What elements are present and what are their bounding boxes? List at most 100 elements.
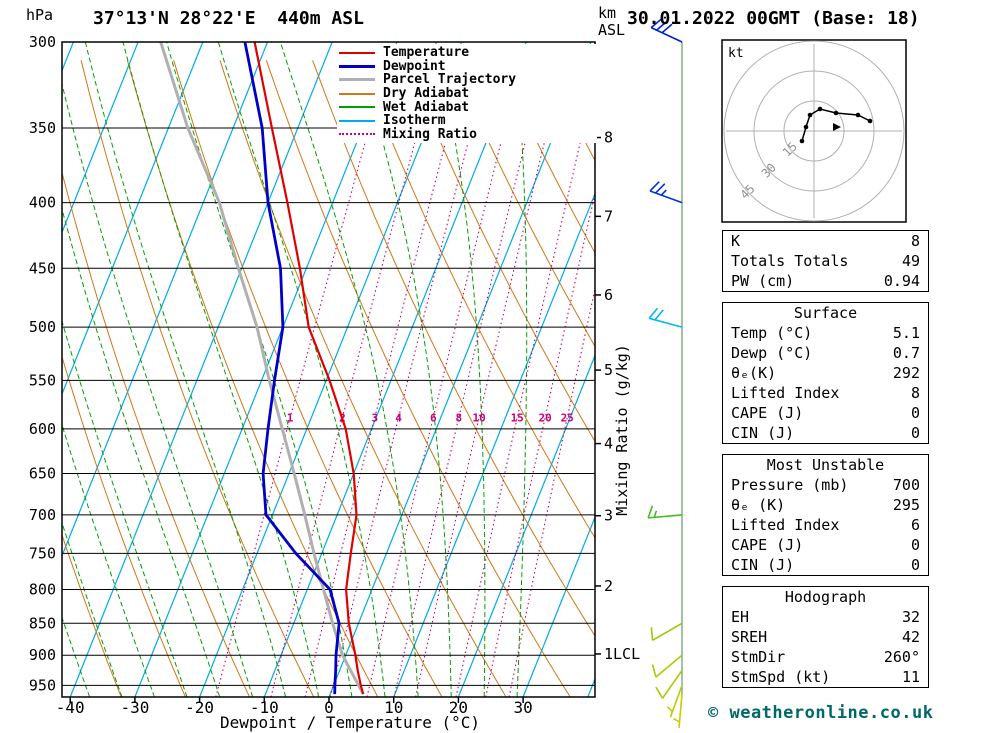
dry-adiabat-line: [219, 60, 507, 697]
isotherm-line: [393, 192, 595, 697]
stats-row: CIN (J) 0: [723, 423, 928, 443]
wet-adiabat-line: [353, 42, 452, 697]
km-tick-label: 2: [604, 577, 613, 595]
wind-barb: [655, 670, 683, 699]
mixing-ratio-value-label: 25: [561, 412, 574, 425]
stats-row: SREH 42: [723, 627, 928, 647]
dry-adiabat-line: [62, 533, 122, 697]
wet-adiabat-line: [84, 42, 287, 697]
station-title: 37°13'N 28°22'E 440m ASL: [93, 8, 364, 29]
mixing-ratio-line: [415, 60, 565, 697]
stats-label: Lifted Index: [731, 384, 840, 402]
stats-value: 0: [910, 556, 920, 574]
stats-tables: K 8 Totals Totals 49 PW (cm) 0.94 Surface Temp …: [722, 230, 929, 688]
mixing-ratio-value-label: 3: [371, 412, 378, 425]
isotherm-line: [328, 42, 592, 697]
dry-adiabat-line: [62, 170, 250, 697]
km-tick-label: 1LCL: [604, 645, 640, 663]
stats-label: StmSpd (kt): [731, 668, 831, 686]
dry-adiabat-line: [404, 60, 595, 443]
x-axis-title: Dewpoint / Temperature (°C): [219, 713, 481, 732]
wet-adiabat-line: [62, 616, 91, 697]
wind-barb: [650, 18, 683, 43]
footer-credit: © weatheronline.co.uk: [708, 703, 934, 723]
dry-adiabat-line: [451, 60, 595, 348]
wet-adiabat-line: [62, 319, 188, 697]
mixing-ratio-line: [304, 60, 468, 697]
legend-item: Dry Adiabat: [339, 87, 597, 101]
legend-item-label: Dry Adiabat: [383, 86, 470, 102]
temp-tick-label: 0: [324, 698, 334, 717]
legend-item: Wet Adiabat: [339, 100, 597, 114]
dry-adiabat-line: [80, 60, 315, 697]
pressure-tick-label: 750: [29, 544, 56, 562]
pressure-tick-label: 900: [29, 646, 56, 664]
stats-row: PW (cm) 0.94: [723, 271, 928, 291]
pressure-tick-label: 500: [29, 318, 56, 336]
legend-line-sample: [339, 78, 375, 82]
wet-adiabat-line: [62, 423, 155, 697]
legend-item: Mixing Ratio: [339, 128, 597, 142]
stats-value: 6: [910, 516, 920, 534]
stats-label: θₑ (K): [731, 496, 786, 514]
dry-adiabat-line: [358, 60, 595, 539]
mixing-ratio-line: [270, 60, 438, 697]
isotherm-line: [62, 42, 139, 234]
hodograph-ring: [723, 40, 905, 222]
isotherm-line: [522, 515, 595, 697]
dry-adiabat-line: [265, 60, 571, 697]
stats-label: θₑ(K): [731, 364, 777, 382]
km-tick-label: 8: [604, 129, 613, 147]
hodograph-unit-label: kt: [728, 46, 744, 61]
mixing-ratio-value-label: 10: [472, 412, 485, 425]
legend-line-sample: [339, 106, 375, 109]
mixing-ratio-value-label: 4: [395, 412, 402, 425]
legend-line-sample: [339, 64, 375, 68]
pressure-tick-label: 650: [29, 465, 56, 483]
stats-row: CIN (J) 0: [723, 555, 928, 575]
isotherm-line: [62, 42, 204, 396]
stats-row: CAPE (J) 0: [723, 535, 928, 555]
legend-item: Parcel Trajectory: [339, 73, 597, 87]
pressure-tick-label: 450: [29, 259, 56, 277]
isotherm-line: [457, 353, 595, 697]
wet-adiabat-line: [62, 521, 123, 697]
stats-value: 0: [910, 424, 920, 442]
legend-item: Isotherm: [339, 114, 597, 128]
wet-adiabat-line: [122, 42, 320, 697]
dry-adiabat-line: [173, 60, 443, 697]
wet-adiabat-line: [435, 42, 486, 697]
stats-value: 32: [901, 608, 920, 626]
stats-label: SREH: [731, 628, 768, 646]
mixing-ratio-line: [366, 60, 523, 697]
pressure-tick-label: 600: [29, 420, 56, 438]
stats-value: 49: [901, 252, 920, 270]
mixing-ratio-value-label: 15: [511, 412, 524, 425]
stats-row: CAPE (J) 0: [723, 403, 928, 423]
legend-item: Dewpoint: [339, 60, 597, 74]
wind-barb: [673, 694, 683, 729]
stats-label: CAPE (J): [731, 536, 804, 554]
wind-barb: [666, 685, 683, 718]
wet-adiabat-line: [62, 82, 254, 697]
legend: Temperature Dewpoint Parcel Trajectory Dry …: [337, 44, 597, 144]
dry-adiabat-line: [126, 60, 379, 697]
stats-row: θₑ(K) 292: [723, 363, 928, 383]
pressure-axis-unit: hPa: [26, 6, 54, 24]
plot-area: 1 2 3 4 6 8 10 15 20 25: [62, 42, 595, 697]
stats-value: 0.7: [892, 344, 920, 362]
stats-row: Lifted Index 8: [723, 383, 928, 403]
wind-barb: [647, 505, 683, 519]
profile-curves: [159, 42, 365, 695]
pressure-tick-label: 300: [29, 33, 56, 51]
dry-adiabat-line: [62, 355, 186, 697]
stats-table: Hodograph EH 32 SREH 42 StmDir 260° StmSpd (kt)…: [722, 586, 929, 688]
legend-item-label: Temperature: [383, 45, 470, 61]
km-tick-label: 6: [604, 286, 613, 304]
stats-table: Most Unstable Pressure (mb) 700 θₑ (K) 295 Li…: [722, 454, 929, 576]
dry-adiabat-line: [497, 60, 595, 254]
legend-item: Temperature: [339, 46, 597, 60]
stats-label: Dewp (°C): [731, 344, 813, 362]
